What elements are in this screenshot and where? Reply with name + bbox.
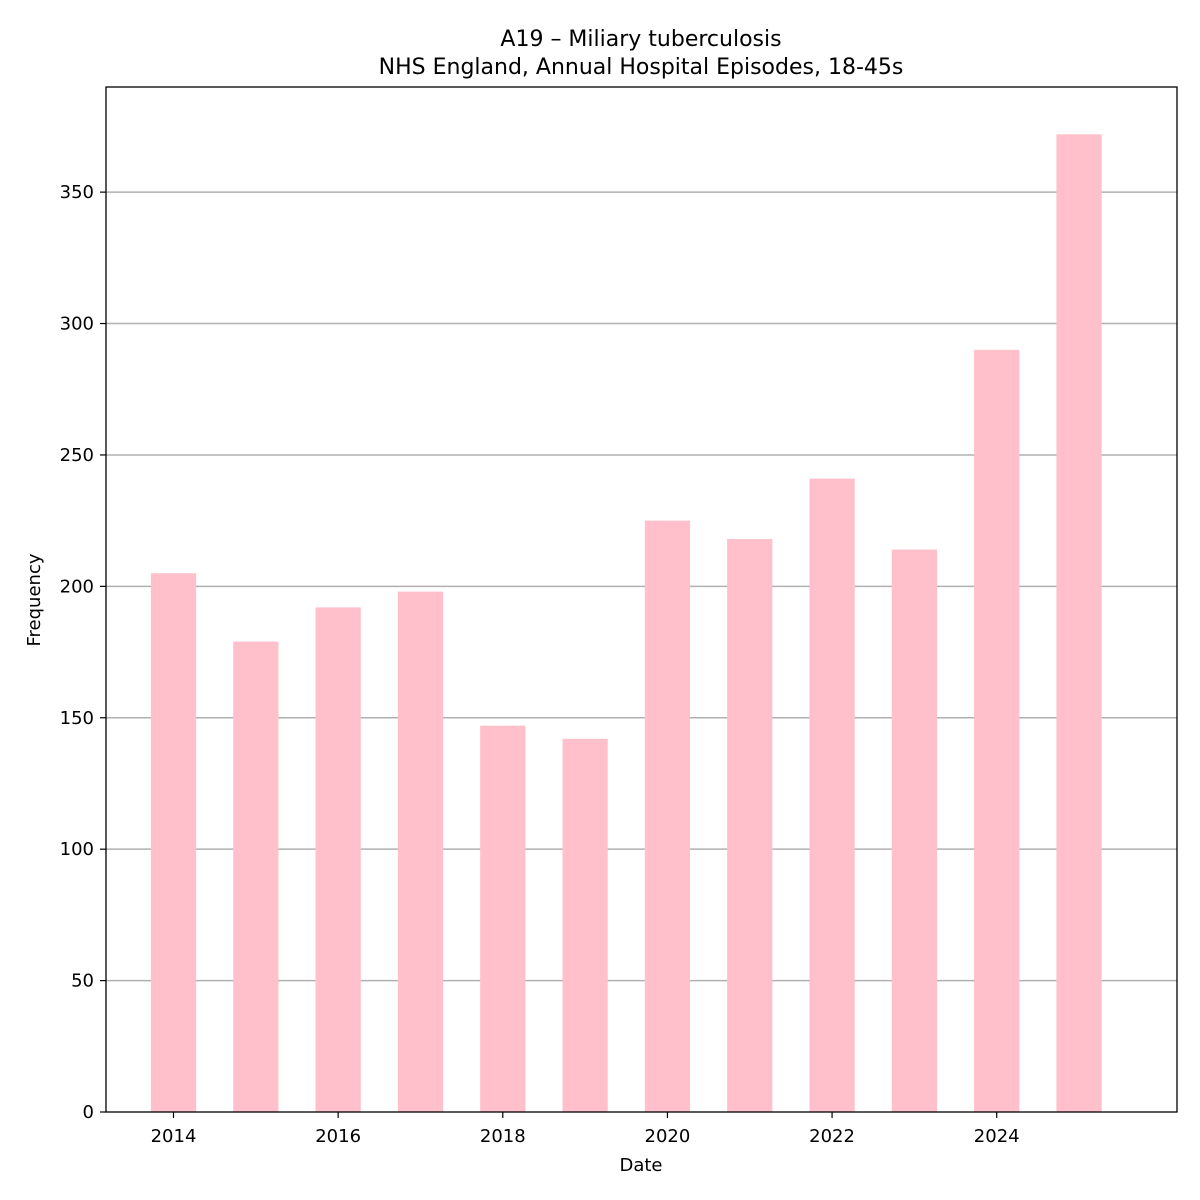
bar xyxy=(480,725,526,1112)
y-axis-ticks: 0 50 100 150 200 250 300 350 xyxy=(60,182,106,1123)
bar xyxy=(809,478,855,1113)
y-tick-label: 50 xyxy=(71,971,94,992)
bar xyxy=(644,520,691,1112)
bar xyxy=(150,573,197,1112)
y-axis-label: Frequency xyxy=(24,553,45,646)
bar xyxy=(974,349,1020,1112)
bar xyxy=(233,641,279,1112)
x-tick-label: 2016 xyxy=(315,1126,361,1147)
x-tick-label: 2014 xyxy=(151,1126,197,1147)
y-tick-label: 150 xyxy=(60,708,94,729)
y-tick-label: 100 xyxy=(60,839,94,860)
x-tick-label: 2020 xyxy=(645,1126,691,1147)
bar xyxy=(397,591,444,1112)
y-tick-label: 350 xyxy=(60,182,94,203)
bar-series xyxy=(150,134,1102,1113)
bar xyxy=(727,539,773,1112)
x-axis-label: Date xyxy=(619,1155,662,1176)
y-tick-label: 0 xyxy=(83,1102,94,1123)
chart-subtitle: NHS England, Annual Hospital Episodes, 1… xyxy=(379,55,904,80)
plot-frame xyxy=(105,86,1178,1113)
grid-lines xyxy=(106,191,1177,982)
bar xyxy=(1056,134,1102,1113)
y-tick-label: 200 xyxy=(60,576,94,597)
chart-title: A19 – Miliary tuberculosis xyxy=(500,27,781,52)
bar xyxy=(315,607,361,1112)
y-tick-label: 250 xyxy=(60,445,94,466)
bar xyxy=(562,738,608,1112)
x-tick-label: 2024 xyxy=(974,1126,1020,1147)
y-tick-label: 300 xyxy=(60,314,94,335)
bar xyxy=(891,549,938,1112)
x-axis-ticks: 2014 2016 2018 2020 2022 2024 xyxy=(151,1112,1020,1147)
x-tick-label: 2018 xyxy=(480,1126,526,1147)
x-tick-label: 2022 xyxy=(809,1126,855,1147)
